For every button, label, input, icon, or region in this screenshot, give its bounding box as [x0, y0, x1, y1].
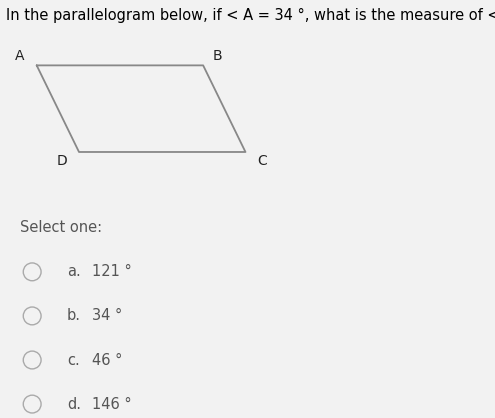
Text: B: B: [212, 49, 222, 63]
Text: d.: d.: [67, 397, 81, 412]
Text: C: C: [257, 154, 267, 168]
Text: c.: c.: [67, 352, 80, 367]
Text: 46 °: 46 °: [92, 352, 122, 367]
Text: 34 °: 34 °: [92, 308, 122, 324]
Text: 146 °: 146 °: [92, 397, 131, 412]
Text: In the parallelogram below, if < A = 34 °, what is the measure of < D?: In the parallelogram below, if < A = 34 …: [6, 8, 495, 23]
Text: 121 °: 121 °: [92, 264, 131, 279]
Text: Select one:: Select one:: [20, 220, 102, 235]
Text: A: A: [15, 49, 24, 63]
Text: b.: b.: [67, 308, 81, 324]
Text: a.: a.: [67, 264, 81, 279]
Text: D: D: [57, 154, 67, 168]
